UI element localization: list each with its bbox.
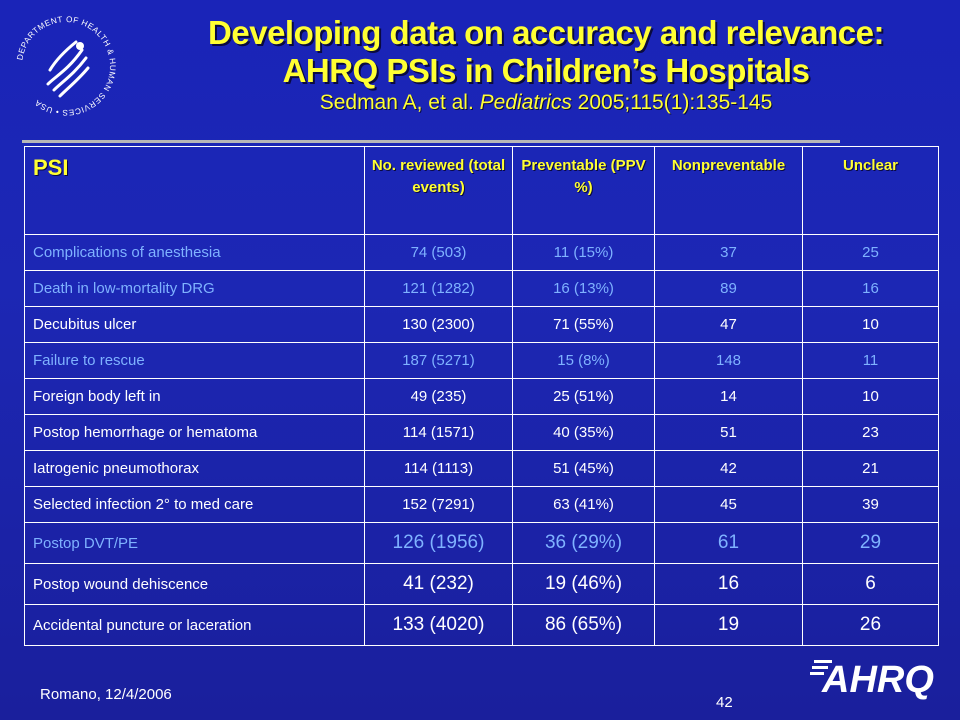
nonpreventable-cell: 19	[654, 604, 803, 646]
reviewed-cell: 121 (1282)	[364, 270, 513, 307]
title-block: Developing data on accuracy and relevanc…	[140, 14, 952, 116]
table-row: Foreign body left in 49 (235) 25 (51%) 1…	[24, 378, 939, 415]
nonpreventable-cell: 14	[654, 378, 803, 415]
preventable-cell: 15 (8%)	[512, 342, 655, 379]
table-row: Postop DVT/PE 126 (1956) 36 (29%) 61 29	[24, 522, 939, 564]
psi-name-cell: Decubitus ulcer	[24, 306, 365, 343]
preventable-cell: 36 (29%)	[512, 522, 655, 564]
reviewed-cell: 130 (2300)	[364, 306, 513, 343]
table-row: Decubitus ulcer 130 (2300) 71 (55%) 47 1…	[24, 306, 939, 343]
preventable-cell: 25 (51%)	[512, 378, 655, 415]
hhs-seal-logo: DEPARTMENT OF HEALTH & HUMAN SERVICES • …	[15, 15, 117, 117]
unclear-cell: 26	[802, 604, 939, 646]
ahrq-logo: AHRQ	[810, 659, 934, 700]
psi-name-cell: Postop wound dehiscence	[24, 563, 365, 605]
nonpreventable-cell: 45	[654, 486, 803, 523]
header-preventable: Preventable (PPV %)	[512, 146, 655, 235]
psi-name-cell: Complications of anesthesia	[24, 234, 365, 271]
citation-authors: Sedman A, et al.	[319, 91, 480, 114]
reviewed-cell: 152 (7291)	[364, 486, 513, 523]
unclear-cell: 25	[802, 234, 939, 271]
citation-details: 2005;115(1):135-145	[571, 91, 773, 114]
citation: Sedman A, et al. Pediatrics 2005;115(1):…	[140, 90, 952, 116]
header-no-reviewed: No. reviewed (total events)	[364, 146, 513, 235]
unclear-cell: 21	[802, 450, 939, 487]
psi-table: PSI No. reviewed (total events) Preventa…	[24, 146, 939, 646]
unclear-cell: 16	[802, 270, 939, 307]
preventable-cell: 16 (13%)	[512, 270, 655, 307]
nonpreventable-cell: 51	[654, 414, 803, 451]
header-unclear: Unclear	[802, 146, 939, 235]
reviewed-cell: 41 (232)	[364, 563, 513, 605]
seal-text: DEPARTMENT OF HEALTH & HUMAN SERVICES • …	[15, 15, 116, 117]
psi-name-cell: Failure to rescue	[24, 342, 365, 379]
citation-journal: Pediatrics	[479, 91, 572, 114]
nonpreventable-cell: 61	[654, 522, 803, 564]
nonpreventable-cell: 89	[654, 270, 803, 307]
nonpreventable-cell: 16	[654, 563, 803, 605]
psi-name-cell: Iatrogenic pneumothorax	[24, 450, 365, 487]
psi-name-cell: Foreign body left in	[24, 378, 365, 415]
psi-name-cell: Postop DVT/PE	[24, 522, 365, 564]
nonpreventable-cell: 42	[654, 450, 803, 487]
reviewed-cell: 133 (4020)	[364, 604, 513, 646]
unclear-cell: 29	[802, 522, 939, 564]
table-row: Iatrogenic pneumothorax 114 (1113) 51 (4…	[24, 450, 939, 487]
slide-number: 42	[716, 694, 733, 711]
slide-title-line-2: AHRQ PSIs in Children’s Hospitals	[282, 52, 810, 89]
table-row: Failure to rescue 187 (5271) 15 (8%) 148…	[24, 342, 939, 379]
table-header-row: PSI No. reviewed (total events) Preventa…	[24, 146, 939, 235]
preventable-cell: 51 (45%)	[512, 450, 655, 487]
ahrq-logo-text: AHRQ	[821, 659, 934, 700]
unclear-cell: 11	[802, 342, 939, 379]
table-row: Accidental puncture or laceration 133 (4…	[24, 604, 939, 646]
reviewed-cell: 126 (1956)	[364, 522, 513, 564]
reviewed-cell: 49 (235)	[364, 378, 513, 415]
preventable-cell: 40 (35%)	[512, 414, 655, 451]
header-nonpreventable: Nonpreventable	[654, 146, 803, 235]
table-row: Selected infection 2° to med care 152 (7…	[24, 486, 939, 523]
unclear-cell: 10	[802, 306, 939, 343]
table-row: Postop wound dehiscence 41 (232) 19 (46%…	[24, 563, 939, 605]
title-divider	[22, 140, 840, 143]
reviewed-cell: 187 (5271)	[364, 342, 513, 379]
footer-author-date: Romano, 12/4/2006	[40, 686, 172, 703]
nonpreventable-cell: 37	[654, 234, 803, 271]
preventable-cell: 71 (55%)	[512, 306, 655, 343]
unclear-cell: 23	[802, 414, 939, 451]
reviewed-cell: 114 (1571)	[364, 414, 513, 451]
preventable-cell: 19 (46%)	[512, 563, 655, 605]
reviewed-cell: 74 (503)	[364, 234, 513, 271]
table-row: Complications of anesthesia 74 (503) 11 …	[24, 234, 939, 271]
psi-name-cell: Postop hemorrhage or hematoma	[24, 414, 365, 451]
preventable-cell: 11 (15%)	[512, 234, 655, 271]
table-row: Death in low-mortality DRG 121 (1282) 16…	[24, 270, 939, 307]
table-row: Postop hemorrhage or hematoma 114 (1571)…	[24, 414, 939, 451]
unclear-cell: 6	[802, 563, 939, 605]
nonpreventable-cell: 47	[654, 306, 803, 343]
header-psi: PSI	[24, 146, 365, 235]
psi-name-cell: Selected infection 2° to med care	[24, 486, 365, 523]
psi-name-cell: Accidental puncture or laceration	[24, 604, 365, 646]
nonpreventable-cell: 148	[654, 342, 803, 379]
psi-name-cell: Death in low-mortality DRG	[24, 270, 365, 307]
unclear-cell: 39	[802, 486, 939, 523]
svg-text:DEPARTMENT OF HEALTH & HUMAN S: DEPARTMENT OF HEALTH & HUMAN SERVICES • …	[15, 15, 117, 117]
preventable-cell: 63 (41%)	[512, 486, 655, 523]
unclear-cell: 10	[802, 378, 939, 415]
preventable-cell: 86 (65%)	[512, 604, 655, 646]
reviewed-cell: 114 (1113)	[364, 450, 513, 487]
slide-title-line-1: Developing data on accuracy and relevanc…	[208, 14, 884, 51]
